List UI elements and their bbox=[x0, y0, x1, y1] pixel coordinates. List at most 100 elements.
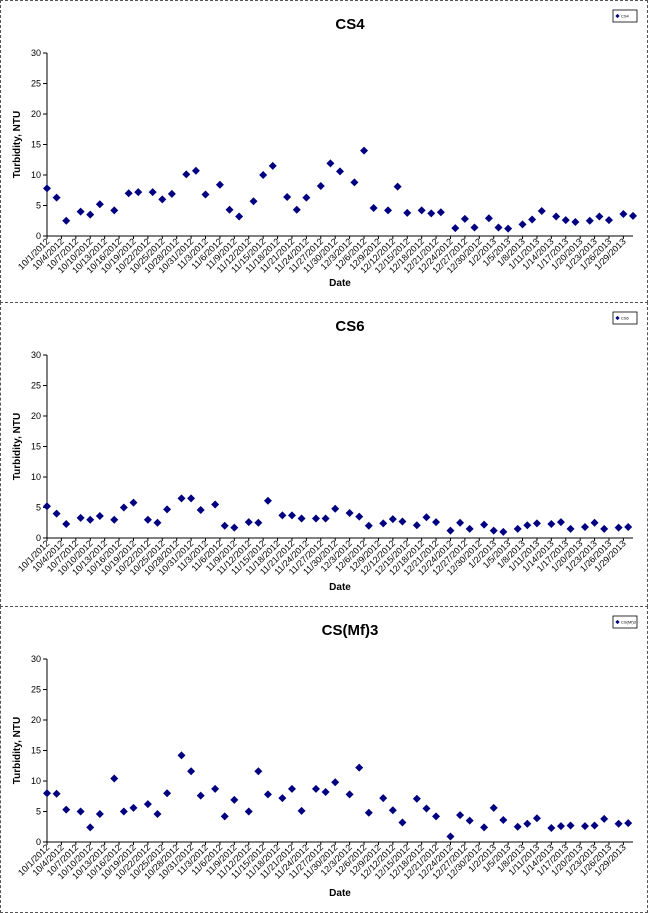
data-point bbox=[393, 182, 402, 191]
data-point bbox=[412, 521, 421, 530]
data-point bbox=[177, 494, 186, 503]
data-point bbox=[163, 505, 172, 514]
data-point bbox=[287, 511, 296, 520]
data-point bbox=[86, 823, 95, 832]
data-point bbox=[571, 217, 580, 226]
data-point bbox=[480, 823, 489, 832]
y-tick-label: 0 bbox=[36, 533, 41, 543]
data-point bbox=[552, 212, 561, 221]
x-axis-title: Date bbox=[329, 278, 351, 289]
chart-title: CS(Mf)3 bbox=[322, 622, 379, 639]
y-tick-label: 20 bbox=[31, 109, 41, 119]
data-point bbox=[499, 527, 508, 536]
data-point bbox=[110, 206, 119, 215]
data-point bbox=[43, 184, 51, 193]
data-point bbox=[595, 212, 604, 221]
data-point bbox=[62, 519, 71, 528]
data-point bbox=[287, 784, 296, 793]
data-point bbox=[513, 524, 522, 533]
data-point bbox=[110, 515, 119, 524]
y-tick-label: 30 bbox=[31, 350, 41, 360]
data-point bbox=[119, 503, 128, 512]
legend-label: CS(Mf)3 bbox=[621, 620, 637, 625]
y-tick-label: 0 bbox=[36, 837, 41, 847]
y-tick-label: 5 bbox=[36, 807, 41, 817]
data-point bbox=[590, 518, 599, 527]
data-point bbox=[249, 197, 258, 206]
data-point bbox=[311, 514, 320, 523]
data-point bbox=[460, 214, 469, 223]
cs4-chart-panel: CS4 CS4 0 5 10 15 20 25 30 10/1/2012 10/4/2012 10/7… bbox=[0, 0, 648, 303]
data-point bbox=[331, 504, 340, 513]
legend-box bbox=[612, 615, 638, 629]
data-point bbox=[470, 223, 479, 232]
data-point bbox=[624, 819, 633, 828]
data-point bbox=[163, 789, 172, 798]
data-point bbox=[134, 188, 143, 197]
data-point bbox=[364, 808, 373, 817]
legend-box bbox=[612, 311, 638, 325]
data-point bbox=[95, 512, 104, 521]
data-point bbox=[43, 789, 51, 798]
data-point bbox=[235, 212, 244, 221]
x-axis-title: Date bbox=[329, 888, 351, 899]
chart-svg: CS6 CS605101520253010/1/201210/4/201210/7… bbox=[12, 311, 638, 593]
data-point bbox=[451, 224, 460, 233]
data-point bbox=[600, 814, 609, 823]
data-point bbox=[403, 208, 412, 217]
data-point bbox=[201, 190, 210, 199]
data-point bbox=[355, 512, 364, 521]
data-point bbox=[316, 181, 325, 190]
data-point bbox=[580, 523, 589, 532]
data-point bbox=[95, 200, 104, 209]
data-point bbox=[187, 494, 196, 503]
data-point bbox=[43, 502, 51, 511]
data-point bbox=[158, 195, 167, 204]
chart-svg: CS4 CS405101520253010/1/201210/4/201210/7… bbox=[12, 9, 638, 289]
data-point bbox=[336, 167, 344, 176]
data-point bbox=[422, 513, 431, 522]
data-point bbox=[278, 511, 287, 520]
legend-label: CS6 bbox=[621, 316, 630, 321]
data-point bbox=[177, 751, 186, 760]
data-point bbox=[398, 818, 407, 827]
data-point bbox=[52, 789, 61, 798]
data-point bbox=[614, 523, 623, 532]
data-point bbox=[230, 795, 239, 804]
data-point bbox=[321, 787, 330, 796]
data-point bbox=[167, 189, 176, 198]
data-point bbox=[86, 515, 95, 524]
data-point bbox=[297, 806, 306, 815]
y-tick-label: 15 bbox=[31, 140, 41, 150]
data-point bbox=[268, 161, 277, 170]
data-point bbox=[417, 206, 426, 215]
data-point bbox=[355, 763, 364, 772]
data-point bbox=[211, 500, 220, 509]
data-point bbox=[561, 216, 570, 225]
data-point bbox=[244, 518, 253, 527]
data-point bbox=[360, 146, 369, 155]
y-tick-label: 25 bbox=[31, 79, 41, 89]
data-point bbox=[124, 189, 133, 198]
data-point bbox=[532, 814, 541, 823]
data-point bbox=[52, 193, 61, 202]
y-tick-label: 15 bbox=[31, 442, 41, 452]
legend-label: CS4 bbox=[621, 14, 630, 19]
data-point bbox=[254, 518, 263, 527]
data-point bbox=[350, 178, 359, 187]
data-point bbox=[547, 823, 556, 832]
data-point bbox=[614, 819, 623, 828]
data-point bbox=[52, 509, 61, 518]
data-point bbox=[412, 794, 421, 803]
y-tick-label: 30 bbox=[31, 48, 41, 58]
data-point bbox=[398, 517, 407, 526]
data-point bbox=[292, 205, 301, 214]
data-point bbox=[547, 519, 556, 528]
data-point bbox=[297, 514, 306, 523]
data-point bbox=[556, 822, 565, 831]
data-point bbox=[566, 524, 575, 533]
data-point bbox=[432, 518, 441, 527]
data-point bbox=[76, 807, 85, 816]
data-point bbox=[215, 180, 224, 189]
y-tick-label: 20 bbox=[31, 411, 41, 421]
